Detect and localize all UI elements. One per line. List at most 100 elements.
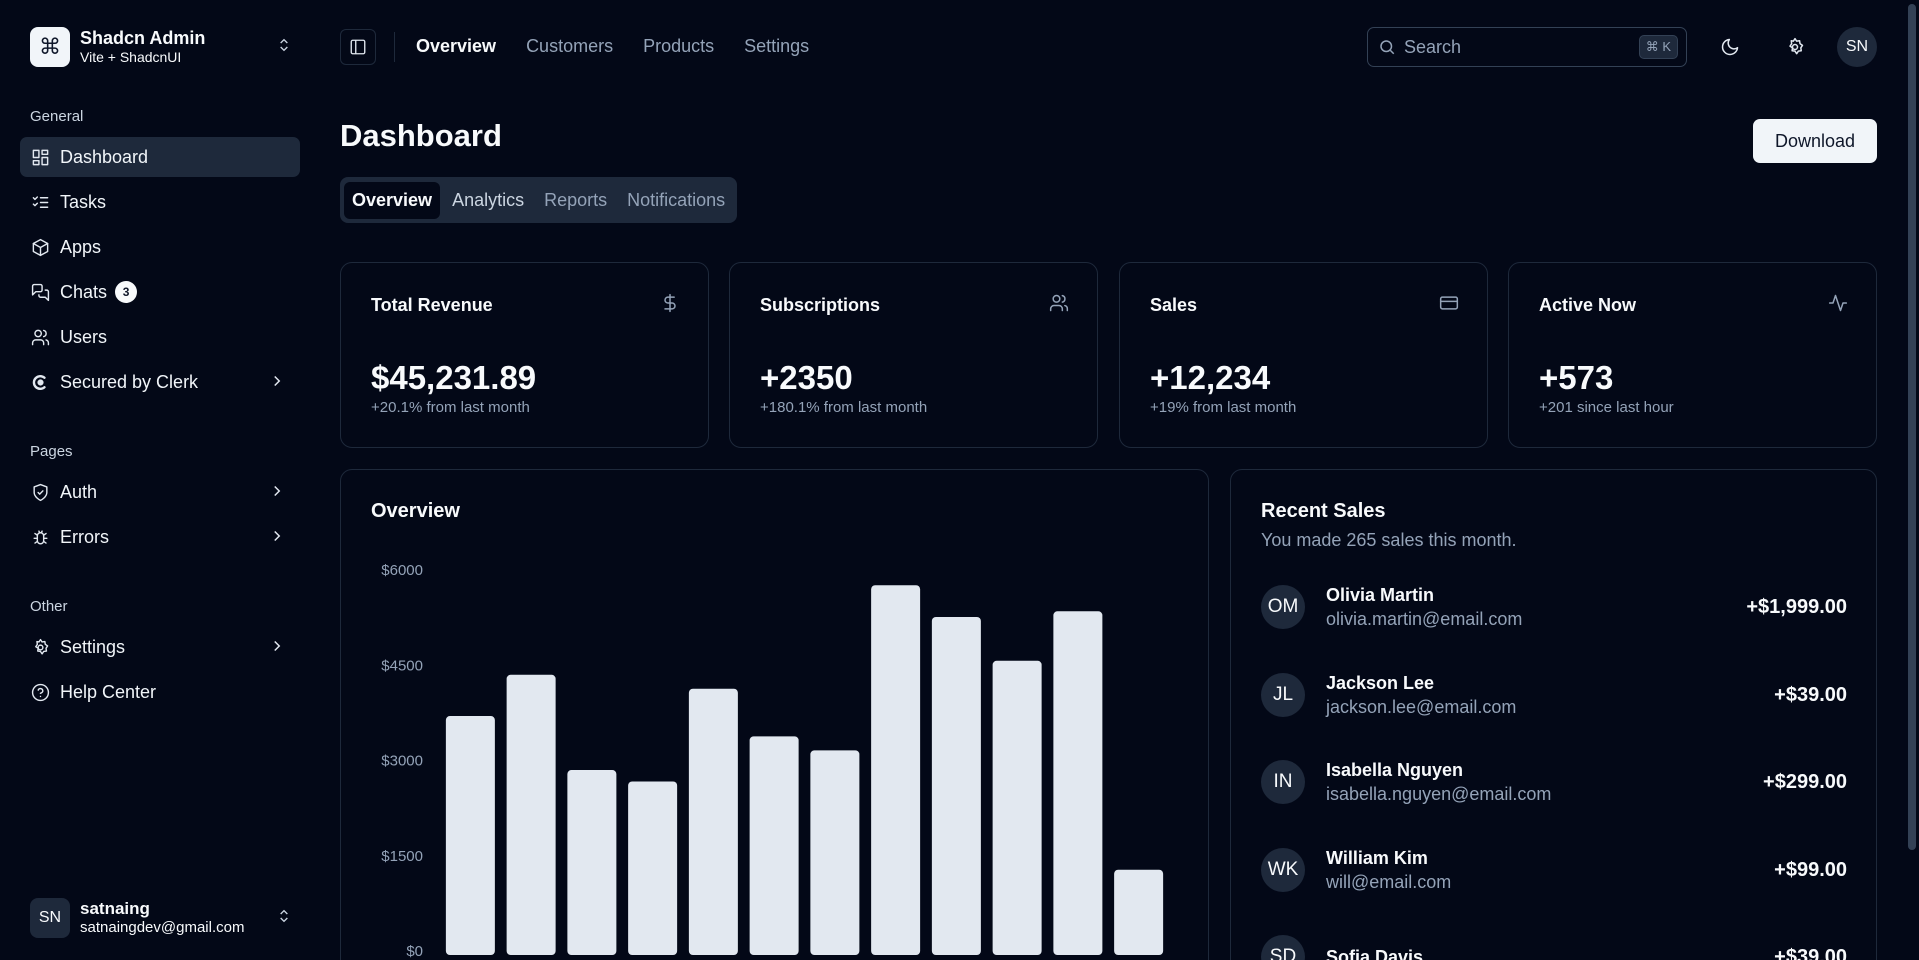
- chart-bar: [628, 781, 678, 955]
- chart-bar: [1053, 611, 1103, 955]
- sale-text: Jackson Lee jackson.lee@email.com: [1326, 671, 1774, 719]
- gear-icon: [1789, 37, 1804, 55]
- sidebar-item-label: Apps: [60, 236, 102, 257]
- group-label-other: Other: [30, 598, 68, 615]
- scrollbar-thumb[interactable]: [1908, 4, 1916, 850]
- shield-check-icon: [30, 482, 50, 502]
- stat-card-subscriptions: Subscriptions +2350 +180.1% from last mo…: [729, 262, 1098, 448]
- download-button[interactable]: Download: [1753, 119, 1877, 163]
- tab-notifications[interactable]: Notifications: [627, 189, 726, 210]
- top-nav: Overview Customers Products Settings: [416, 36, 809, 57]
- settings-button[interactable]: [1776, 28, 1814, 66]
- y-tick-label: $1500: [381, 848, 423, 865]
- chart-bar: [506, 674, 556, 955]
- brand-title: Shadcn Admin: [80, 28, 206, 48]
- sidebar-item-settings[interactable]: Settings: [20, 627, 300, 667]
- users-icon: [30, 327, 50, 347]
- tab-overview[interactable]: Overview: [344, 181, 441, 219]
- search-icon: [1380, 40, 1395, 55]
- moon-icon: [1721, 38, 1739, 56]
- tab-reports[interactable]: Reports: [544, 189, 608, 210]
- recent-sales-subtitle: You made 265 sales this month.: [1261, 530, 1517, 550]
- sale-amount: +$1,999.00: [1746, 595, 1847, 618]
- team-switcher[interactable]: ⌘ Shadcn Admin Vite + ShadcnUI: [20, 16, 300, 78]
- sale-email: isabella.nguyen@email.com: [1326, 784, 1552, 804]
- stat-value: +12,234: [1150, 359, 1271, 396]
- sidebar-item-label: Secured by Clerk: [60, 371, 199, 392]
- group-label-pages: Pages: [30, 443, 73, 460]
- y-tick-label: $3000: [381, 753, 423, 770]
- page-scrollbar[interactable]: [1905, 0, 1919, 960]
- chart-bar: [1114, 869, 1164, 955]
- dollar-icon: [660, 293, 680, 318]
- sidebar-toggle-button[interactable]: [340, 29, 376, 65]
- chart-bar: [810, 750, 860, 955]
- sale-name: Isabella Nguyen: [1326, 760, 1464, 780]
- sidebar-item-help-center[interactable]: Help Center: [20, 672, 300, 712]
- sale-name: Olivia Martin: [1326, 585, 1435, 605]
- user-email: satnaingdev@gmail.com: [80, 919, 245, 936]
- chevron-right-icon: [268, 482, 286, 505]
- stat-note: +201 since last hour: [1539, 399, 1674, 416]
- chart-bar: [749, 736, 799, 955]
- sidebar-item-label: Chats: [60, 281, 108, 302]
- sidebar-item-tasks[interactable]: Tasks: [20, 182, 300, 222]
- overview-card: Overview $0 $1500 $3000 $4500 $6000: [340, 469, 1209, 960]
- users-icon: [1049, 293, 1069, 318]
- list-checks-icon: [30, 192, 50, 212]
- stat-title: Total Revenue: [371, 295, 493, 315]
- sale-row: OM Olivia Martin olivia.martin@email.com…: [1261, 582, 1847, 632]
- sale-avatar: OM: [1261, 585, 1305, 629]
- top-nav-customers[interactable]: Customers: [526, 36, 614, 56]
- stat-title: Subscriptions: [760, 295, 881, 315]
- chart-bar: [992, 660, 1042, 955]
- sidebar-item-chats[interactable]: Chats 3: [20, 272, 300, 312]
- sidebar-item-apps[interactable]: Apps: [20, 227, 300, 267]
- top-nav-products[interactable]: Products: [643, 36, 715, 56]
- overview-title: Overview: [371, 500, 460, 522]
- user-menu[interactable]: SN satnaing satnaingdev@gmail.com: [20, 890, 300, 946]
- theme-toggle-button[interactable]: [1711, 28, 1749, 66]
- search-button[interactable]: Search ⌘ K: [1367, 27, 1687, 67]
- chevrons-up-down-icon: [276, 37, 292, 58]
- overview-bar-chart: $0 $1500 $3000 $4500 $6000: [381, 562, 1164, 960]
- sale-avatar: SD: [1261, 935, 1305, 960]
- sale-amount: +$99.00: [1774, 858, 1847, 881]
- sale-name: Sofia Davis: [1326, 947, 1424, 960]
- sale-name: Jackson Lee: [1326, 673, 1435, 693]
- settings-icon: [30, 637, 50, 657]
- brand-text: Shadcn Admin Vite + ShadcnUI: [80, 28, 276, 66]
- sidebar-item-secured-by-clerk[interactable]: Secured by Clerk: [20, 362, 300, 402]
- sidebar-item-errors[interactable]: Errors: [20, 517, 300, 557]
- sale-text: Sofia Davis: [1326, 945, 1774, 960]
- clerk-icon: [30, 372, 50, 392]
- sale-avatar: JL: [1261, 673, 1305, 717]
- recent-sales-card: Recent Sales You made 265 sales this mon…: [1230, 469, 1877, 960]
- sidebar-item-label: Tasks: [60, 191, 107, 212]
- top-nav-overview[interactable]: Overview: [416, 36, 497, 56]
- sidebar-item-dashboard[interactable]: Dashboard: [20, 137, 300, 177]
- stat-title: Active Now: [1539, 295, 1637, 315]
- top-nav-settings[interactable]: Settings: [744, 36, 810, 56]
- stat-card-sales: Sales +12,234 +19% from last month: [1119, 262, 1488, 448]
- sale-email: olivia.martin@email.com: [1326, 609, 1523, 629]
- chart-bar: [871, 585, 921, 955]
- chevron-right-icon: [268, 372, 286, 395]
- sidebar-item-users[interactable]: Users: [20, 317, 300, 357]
- stat-note: +180.1% from last month: [760, 399, 928, 416]
- help-circle-icon: [30, 682, 50, 702]
- stat-note: +20.1% from last month: [371, 399, 530, 416]
- header-avatar[interactable]: SN: [1837, 27, 1877, 67]
- chats-count-badge: 3: [115, 281, 138, 303]
- sale-amount: +$299.00: [1763, 770, 1847, 793]
- sidebar-item-auth[interactable]: Auth: [20, 472, 300, 512]
- messages-icon: [30, 282, 50, 302]
- sale-row: SD Sofia Davis +$39.00: [1261, 932, 1847, 960]
- tabs-list: Overview Analytics Reports Notifications: [340, 177, 738, 223]
- tab-analytics[interactable]: Analytics: [452, 189, 525, 210]
- chart-bar: [567, 770, 617, 955]
- command-icon: ⌘: [30, 27, 70, 67]
- sale-email: jackson.lee@email.com: [1326, 697, 1517, 717]
- sidebar-item-label: Dashboard: [60, 146, 149, 167]
- sidebar-item-label: Settings: [60, 636, 126, 657]
